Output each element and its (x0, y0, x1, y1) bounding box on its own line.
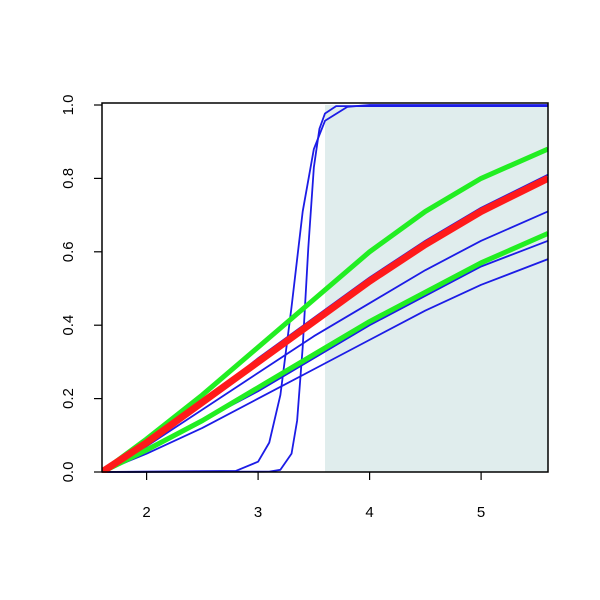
y-tick-label: 0.6 (60, 241, 77, 262)
x-tick-label: 4 (365, 504, 373, 521)
y-tick-label: 1.0 (60, 95, 77, 116)
plot-lines (102, 104, 548, 473)
y-tick-label: 0.8 (60, 168, 77, 189)
x-tick-label: 3 (254, 504, 262, 521)
series-line (102, 175, 548, 473)
y-tick-label: 0.2 (60, 388, 77, 409)
x-tick-label: 5 (477, 504, 485, 521)
x-tick-label: 2 (142, 504, 150, 521)
series-line (102, 210, 548, 473)
series-line (102, 105, 548, 473)
y-tick-label: 0.4 (60, 315, 77, 336)
series-line (102, 231, 548, 473)
y-tick-label: 0.0 (60, 462, 77, 483)
series-line (102, 146, 548, 473)
plot-frame (101, 102, 549, 473)
series-line (102, 258, 548, 473)
